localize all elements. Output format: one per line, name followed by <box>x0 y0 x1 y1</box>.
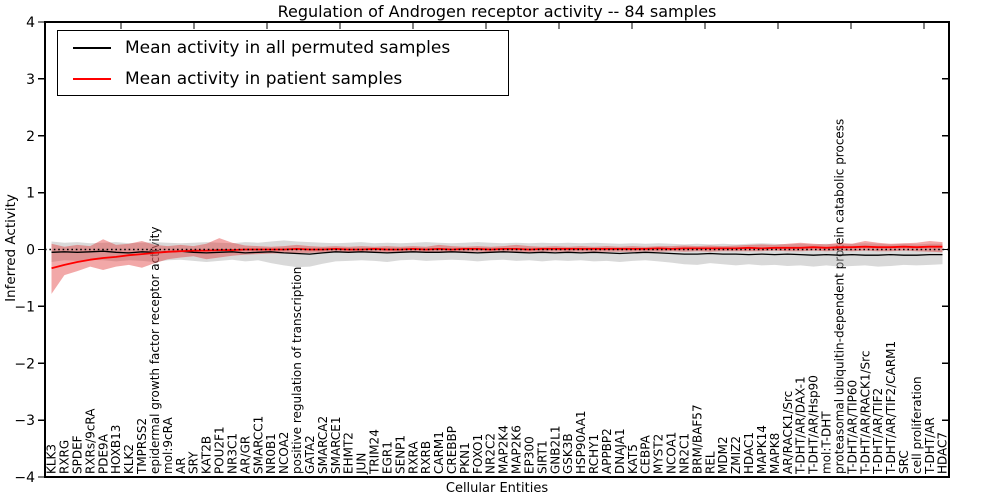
plot-frame <box>44 21 950 478</box>
x-tick-label: PDE9A <box>96 433 110 474</box>
x-tick-label: T-DHT/AR/RACK1/Src <box>858 351 872 475</box>
x-tick-label: AR/GR <box>238 436 252 474</box>
x-tick-label: SENP1 <box>393 435 407 474</box>
x-tick-label: RXRs/9cRA <box>83 408 97 474</box>
y-tick-label: −4 <box>14 470 35 486</box>
x-tick-label: MAP2K4 <box>497 425 511 474</box>
x-tick-label: GSK3B <box>561 433 575 474</box>
y-tick-label: 2 <box>26 129 35 145</box>
x-tick-label: NR0B1 <box>264 433 278 474</box>
x-tick-label: NR2C1 <box>678 433 692 474</box>
x-tick-label: T-DHT/AR/TIF2/CARM1 <box>884 341 898 475</box>
x-tick-label: T-DHT/AR/Hsp90 <box>807 375 821 475</box>
mean-line-patient <box>51 245 943 270</box>
y-tick-label: 3 <box>26 72 35 88</box>
x-tick-label: CREBBP <box>445 426 459 474</box>
legend-entry-permuted: Mean activity in all permuted samples <box>58 32 508 63</box>
x-tick-label: RXRA <box>406 441 420 474</box>
x-tick-label: T-DHT/AR/TIP60 <box>845 380 859 475</box>
x-tick-label: FOXO1 <box>471 434 485 474</box>
y-axis-label: Inferred Activity <box>3 194 19 302</box>
x-tick-label: PKN1 <box>458 442 472 474</box>
legend-label-patient: Mean activity in patient samples <box>125 68 403 89</box>
x-tick-label: AR <box>174 457 188 474</box>
x-tick-label: RXRB <box>419 441 433 474</box>
x-tick-label: TRIM24 <box>368 429 382 475</box>
legend-line-permuted-swatch <box>73 46 111 49</box>
x-tick-label: cell proliferation <box>910 376 924 474</box>
y-tick-label: 0 <box>26 243 35 259</box>
legend: Mean activity in all permuted samples Me… <box>57 30 509 96</box>
chart-title: Regulation of Androgen receptor activity… <box>277 2 717 21</box>
x-tick-label: SMARCC1 <box>251 416 265 474</box>
x-tick-label: ZMIZ2 <box>729 436 743 474</box>
x-tick-label: SRC <box>897 450 911 474</box>
x-tick-label: HSP90AA1 <box>574 410 588 474</box>
legend-label-permuted: Mean activity in all permuted samples <box>125 37 451 58</box>
x-tick-label: KAT2B <box>200 436 214 474</box>
x-tick-label: BRM/BAF57 <box>690 404 704 474</box>
x-tick-label: KLK2 <box>122 444 136 474</box>
x-tick-label: SIRT1 <box>535 440 549 474</box>
x-tick-label: proteasomal ubiquitin-dependent protein … <box>832 119 846 474</box>
x-tick-label: KAT5 <box>626 444 640 474</box>
x-tick-label: GATA2 <box>303 435 317 474</box>
x-tick-label: EP300 <box>523 436 537 474</box>
x-tick-label: EHMT2 <box>342 432 356 474</box>
legend-line-patient-swatch <box>73 77 111 80</box>
x-tick-label: MYST2 <box>652 434 666 474</box>
x-tick-label: mol:9cRA <box>161 417 175 474</box>
x-tick-label: HOXB13 <box>109 425 123 474</box>
x-tick-label: APPBP2 <box>600 428 614 474</box>
x-tick-label: POU2F1 <box>213 426 227 474</box>
x-tick-label: T-DHT/AR/DAX-1 <box>794 376 808 475</box>
x-tick-label: SMARCA2 <box>316 416 330 474</box>
x-tick-label: AR/RACK1/Src <box>781 391 795 474</box>
x-tick-label: HDAC1 <box>742 432 756 474</box>
x-tick-label: MAP2K6 <box>510 425 524 474</box>
y-tick-label: 1 <box>26 186 35 202</box>
x-tick-label: mol:T-DHT <box>820 411 834 474</box>
x-tick-label: SMARCE1 <box>329 416 343 474</box>
x-tick-label: CEBPA <box>639 434 653 474</box>
confidence-band-permuted <box>51 240 943 268</box>
x-tick-label: TMPRSS2 <box>135 418 149 475</box>
x-tick-label: RCHY1 <box>587 434 601 474</box>
y-tick-label: −3 <box>14 413 35 429</box>
x-tick-label: NCOA1 <box>665 432 679 474</box>
y-tick-label: −1 <box>14 299 35 315</box>
x-tick-label: REL <box>703 451 717 474</box>
y-tick-label: 4 <box>26 15 35 31</box>
x-tick-label: MDM2 <box>716 436 730 474</box>
x-tick-label: RXRG <box>58 440 72 474</box>
x-tick-label: DNAJA1 <box>613 428 627 474</box>
y-tick-label: −2 <box>14 356 35 372</box>
x-tick-label: KLK3 <box>45 444 59 474</box>
x-tick-label: GNB2L1 <box>548 426 562 474</box>
x-tick-label: SPDEF <box>71 435 85 474</box>
x-tick-label: CARM1 <box>432 431 446 474</box>
x-tick-label: NR2C2 <box>484 433 498 474</box>
x-tick-label: HDAC7 <box>936 432 950 474</box>
x-tick-label: positive regulation of transcription <box>290 267 304 474</box>
x-tick-label: T-DHT/AR <box>923 417 937 475</box>
x-axis-label: Cellular Entities <box>445 481 549 496</box>
x-tick-label: T-DHT/AR/TIF2 <box>871 388 885 475</box>
x-tick-label: EGR1 <box>380 441 394 474</box>
x-tick-label: SRY <box>187 451 201 474</box>
mean-line-permuted <box>51 250 943 256</box>
x-tick-label: epidermal growth factor receptor activit… <box>148 227 162 474</box>
x-tick-label: NCOA2 <box>277 432 291 474</box>
x-tick-label: NR3C1 <box>226 433 240 474</box>
legend-entry-patient: Mean activity in patient samples <box>58 63 508 94</box>
x-tick-label: MAPK8 <box>768 433 782 474</box>
x-tick-label: JUN <box>355 453 369 475</box>
x-tick-label: MAPK14 <box>755 425 769 474</box>
